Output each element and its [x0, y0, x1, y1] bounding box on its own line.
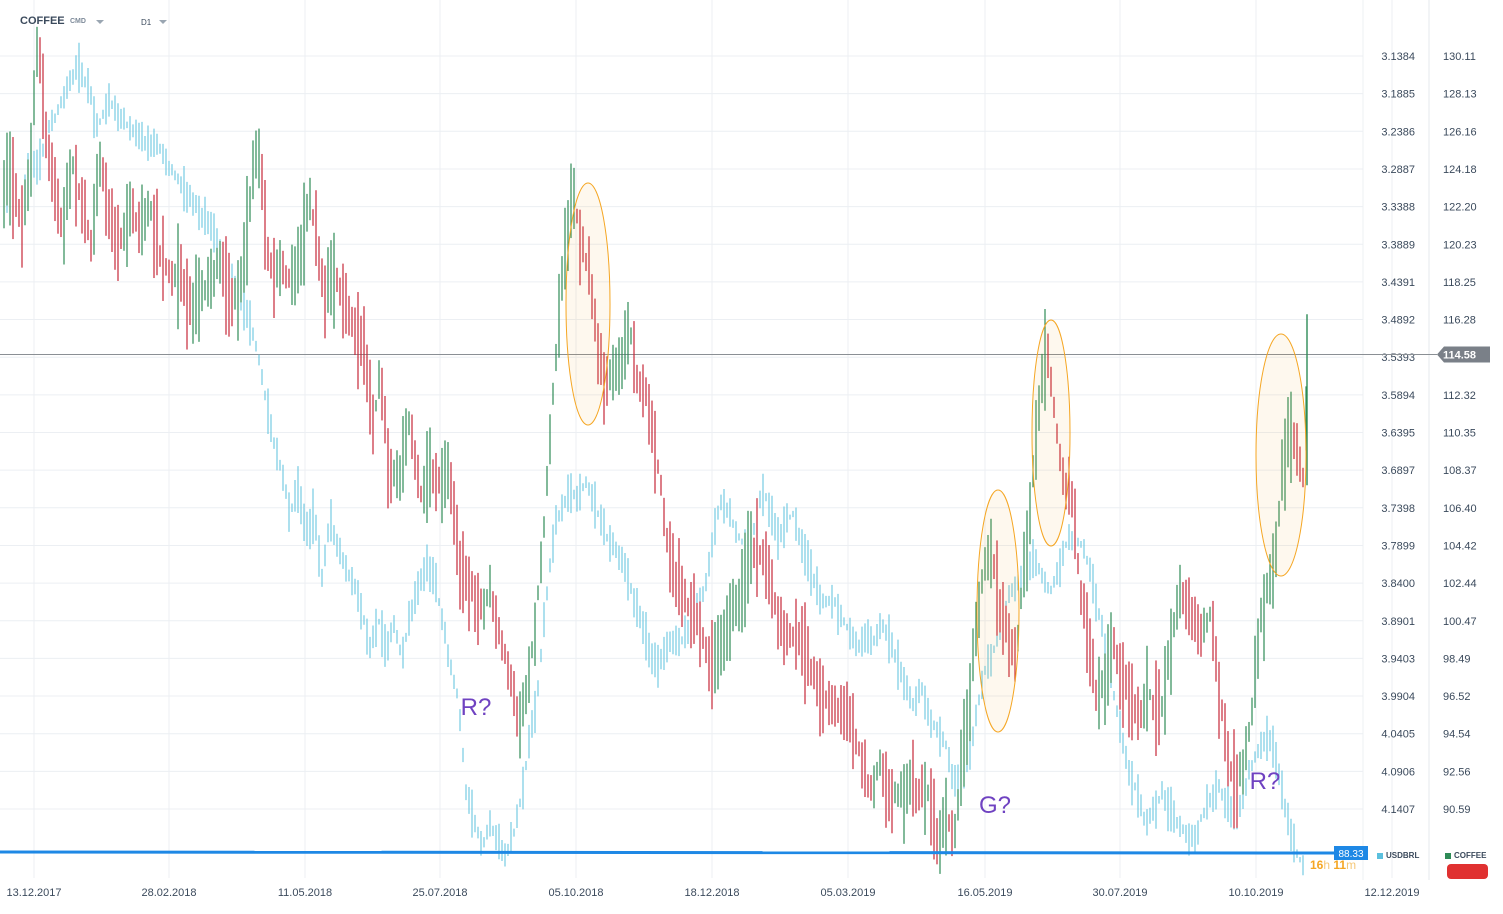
- usdbrl-tick-label: 3.4391: [1381, 277, 1415, 289]
- coffee-tick-label: 108.37: [1443, 465, 1477, 477]
- x-tick-label: 05.03.2019: [820, 887, 875, 899]
- coffee-tick-label: 110.35: [1443, 428, 1476, 440]
- x-tick-label: 16.05.2019: [957, 887, 1012, 899]
- coffee-tick-label: 100.47: [1443, 616, 1477, 628]
- coffee-tick-label: 98.49: [1443, 653, 1471, 665]
- usdbrl-tick-label: 3.6395: [1381, 428, 1415, 440]
- usdbrl-tick-label: 3.3388: [1381, 202, 1415, 214]
- annotation-label: R?: [461, 694, 492, 721]
- usdbrl-tick-label: 3.7899: [1381, 540, 1415, 552]
- usdbrl-tick-label: 3.7398: [1381, 503, 1415, 515]
- usdbrl-tick-label: 3.6897: [1381, 465, 1415, 477]
- coffee-tick-label: 120.23: [1443, 239, 1477, 251]
- highlight-ellipse: [976, 489, 1020, 733]
- usdbrl-tick-label: 3.2386: [1381, 126, 1415, 138]
- x-tick-label: 10.10.2019: [1228, 887, 1283, 899]
- annotation-label: G?: [979, 792, 1011, 819]
- coffee-tick-label: 118.25: [1443, 277, 1476, 289]
- usdbrl-tick-label: 3.9403: [1381, 653, 1415, 665]
- coffee-tick-label: 116.28: [1443, 315, 1476, 327]
- x-tick-label: 05.10.2018: [548, 887, 603, 899]
- x-tick-label: 25.07.2018: [412, 887, 467, 899]
- usdbrl-tick-label: 3.8400: [1381, 578, 1415, 590]
- highlight-ellipse: [1031, 319, 1071, 547]
- legend-coffee[interactable]: COFFEE: [1445, 851, 1486, 860]
- highlight-ellipse: [1255, 333, 1307, 577]
- coffee-series: [3, 26, 1307, 874]
- usdbrl-tick-label: 4.0405: [1381, 729, 1415, 741]
- chevron-down-icon[interactable]: [96, 20, 104, 24]
- usdbrl-series: [3, 42, 1304, 876]
- chevron-down-icon[interactable]: [159, 20, 167, 24]
- coffee-tick-label: 124.18: [1443, 164, 1477, 176]
- support-line-marker: [1334, 846, 1368, 860]
- legend-label-coffee: COFFEE: [1454, 851, 1487, 860]
- x-tick-label: 18.12.2018: [684, 887, 739, 899]
- support-line-label: 88.33: [1338, 849, 1363, 860]
- x-tick-label: 12.12.2019: [1364, 887, 1419, 899]
- coffee-tick-label: 102.44: [1443, 578, 1477, 590]
- timeframe-selector[interactable]: D1: [141, 18, 152, 27]
- x-tick-label: 13.12.2017: [6, 887, 61, 899]
- current-price-marker: [1437, 346, 1490, 363]
- legend-swatch-usdbrl: [1377, 852, 1383, 859]
- coffee-tick-label: 112.32: [1443, 390, 1476, 402]
- coffee-tick-label: 92.56: [1443, 766, 1471, 778]
- coffee-tick-label: 106.40: [1443, 503, 1477, 515]
- usdbrl-tick-label: 3.1885: [1381, 89, 1415, 101]
- usdbrl-tick-label: 3.5393: [1381, 352, 1415, 364]
- highlight-ellipse: [565, 182, 611, 426]
- coffee-tick-label: 94.54: [1443, 729, 1471, 741]
- legend-usdbrl[interactable]: USDBRL: [1377, 851, 1419, 860]
- symbol-name[interactable]: COFFEE: [20, 15, 65, 27]
- highlight-ellipses: [565, 182, 1307, 733]
- legend-label-usdbrl: USDBRL: [1386, 851, 1420, 860]
- horizontal-support-line: [0, 850, 1337, 855]
- usdbrl-tick-label: 4.0906: [1381, 766, 1415, 778]
- usdbrl-tick-label: 3.5894: [1381, 390, 1415, 402]
- coffee-tick-label: 122.20: [1443, 202, 1477, 214]
- usdbrl-tick-label: 3.9904: [1381, 691, 1415, 703]
- annotation-label: R?: [1250, 768, 1281, 795]
- usdbrl-tick-label: 3.2887: [1381, 164, 1415, 176]
- coffee-tick-label: 96.52: [1443, 691, 1471, 703]
- instrument-type-tag: CMD: [70, 18, 86, 25]
- grid-lines: [0, 0, 1393, 878]
- usdbrl-tick-label: 3.8901: [1381, 616, 1415, 628]
- red-badge: [1447, 864, 1488, 879]
- coffee-tick-label: 128.13: [1443, 89, 1477, 101]
- usdbrl-tick-label: 3.4892: [1381, 315, 1415, 327]
- candle-countdown: 16h 11m: [1310, 858, 1357, 872]
- usdbrl-tick-label: 4.1407: [1381, 804, 1415, 816]
- current-price-label: 114.58: [1443, 349, 1476, 361]
- coffee-tick-label: 104.42: [1443, 540, 1477, 552]
- x-tick-label: 30.07.2019: [1092, 887, 1147, 899]
- coffee-tick-label: 126.16: [1443, 126, 1477, 138]
- coffee-tick-label: 130.11: [1443, 51, 1476, 63]
- x-tick-label: 11.05.2018: [278, 887, 332, 899]
- legend-swatch-coffee: [1445, 852, 1451, 859]
- coffee-tick-label: 90.59: [1443, 804, 1471, 816]
- x-tick-label: 28.02.2018: [141, 887, 196, 899]
- usdbrl-tick-label: 3.1384: [1381, 51, 1415, 63]
- usdbrl-tick-label: 3.3889: [1381, 239, 1415, 251]
